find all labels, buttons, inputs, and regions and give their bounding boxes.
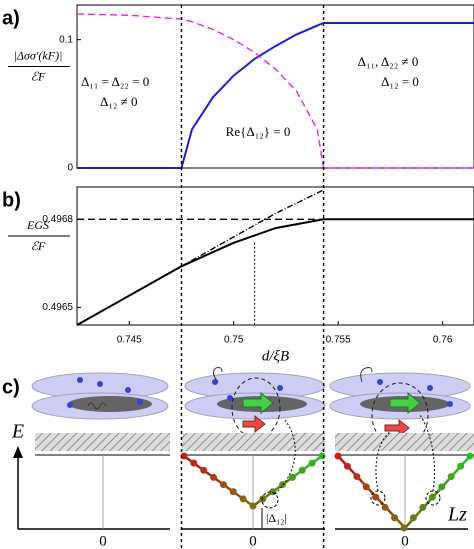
dispersion-dot (180, 452, 188, 460)
dispersion-dot (428, 493, 436, 501)
lz-label: Lz (447, 504, 467, 526)
dispersion-dot (334, 452, 342, 460)
plot-frame (76, 4, 474, 169)
dispersion-dot (466, 452, 474, 460)
y-label: |Δσσ′(kF)| (14, 48, 63, 62)
dispersion-dot (190, 459, 198, 467)
marker (261, 491, 279, 509)
dispersion-dot (219, 481, 227, 489)
y-tick-label: 0.4965 (42, 302, 73, 313)
panel-b: b) 0.4965 0.4968 0.745 0.75 0.755 0.76 EGS ℰF d/ξ… (2, 186, 474, 364)
connector (375, 431, 391, 492)
data-line (77, 21, 474, 169)
y-tick-label: 0.1 (59, 34, 73, 45)
gap-label: |Δ₁₂| (266, 511, 287, 525)
dispersion-dot (391, 514, 399, 522)
dispersion-dot (200, 466, 208, 474)
dispersion-dot (298, 466, 306, 474)
arrow (13, 446, 23, 458)
annotation: Δ₁₁ = Δ₂₂ = 0 (81, 74, 149, 89)
dispersion-dot (400, 524, 408, 532)
dispersion-dot (419, 503, 427, 511)
dispersion (180, 452, 474, 532)
dispersion-dot (438, 483, 446, 491)
dispersion-dot (259, 495, 267, 503)
data-line (76, 218, 474, 326)
dispersion-dot (362, 483, 370, 491)
panel-label: a) (2, 7, 20, 29)
dispersion-dot (229, 488, 237, 496)
panel-c: c) (2, 367, 474, 549)
zero-label: 0 (249, 533, 257, 549)
x-tick-label: 0.745 (117, 335, 142, 346)
dispersion-dot (381, 503, 389, 511)
hatch (35, 433, 170, 451)
x-label: d/ξB (262, 348, 289, 364)
dispersion-dot (409, 514, 417, 522)
x-tick-label: 0.76 (433, 335, 453, 346)
dispersion-dot (210, 473, 218, 481)
panel-label: b) (2, 189, 21, 211)
dispersion-dot (308, 459, 316, 467)
dispersion-dot (457, 462, 465, 470)
dispersion-dot (318, 452, 326, 460)
hatch (182, 433, 325, 451)
dispersion-dot (288, 473, 296, 481)
y-tick-label: 0 (67, 163, 73, 174)
x-tick-label: 0.755 (326, 335, 351, 346)
panel-label: c) (2, 376, 20, 398)
annotation: Δ₁₂ = 0 (381, 74, 419, 89)
zero-label: 0 (401, 533, 409, 549)
zero-label: 0 (99, 533, 107, 549)
dispersion-dot (343, 462, 351, 470)
dispersion-dot (249, 502, 257, 510)
data-line (181, 189, 324, 267)
hatch (335, 433, 474, 451)
x-tick-label: 0.75 (224, 335, 244, 346)
annotation: Re{Δ₁₂} = 0 (226, 124, 291, 139)
disks (31, 367, 471, 448)
dispersion-dot (279, 481, 287, 489)
annotation: Δ₁₁, Δ₂₂ ≠ 0 (358, 54, 419, 69)
dispersion-dot (447, 473, 455, 481)
dispersion-dot (239, 495, 247, 503)
panel-a: a) 0 0.1 |Δσσ′(kF)| ℰF Δ₁₁ = Δ₂₂ = 0 Δ₁₂ ≠ 0 Re… (2, 4, 474, 174)
data-line (76, 13, 474, 169)
connector (419, 414, 436, 492)
plot-frame (76, 186, 474, 326)
dispersion-dot (353, 473, 361, 481)
y-label: ℰF (31, 239, 46, 253)
connector (274, 419, 296, 495)
dispersion-dot (372, 493, 380, 501)
annotation: Δ₁₂ ≠ 0 (100, 94, 138, 109)
y-label: EGS (26, 218, 49, 232)
energy-label: E (11, 421, 24, 443)
y-label: ℰF (31, 69, 46, 83)
y-tick-label: 0.4968 (42, 214, 73, 225)
